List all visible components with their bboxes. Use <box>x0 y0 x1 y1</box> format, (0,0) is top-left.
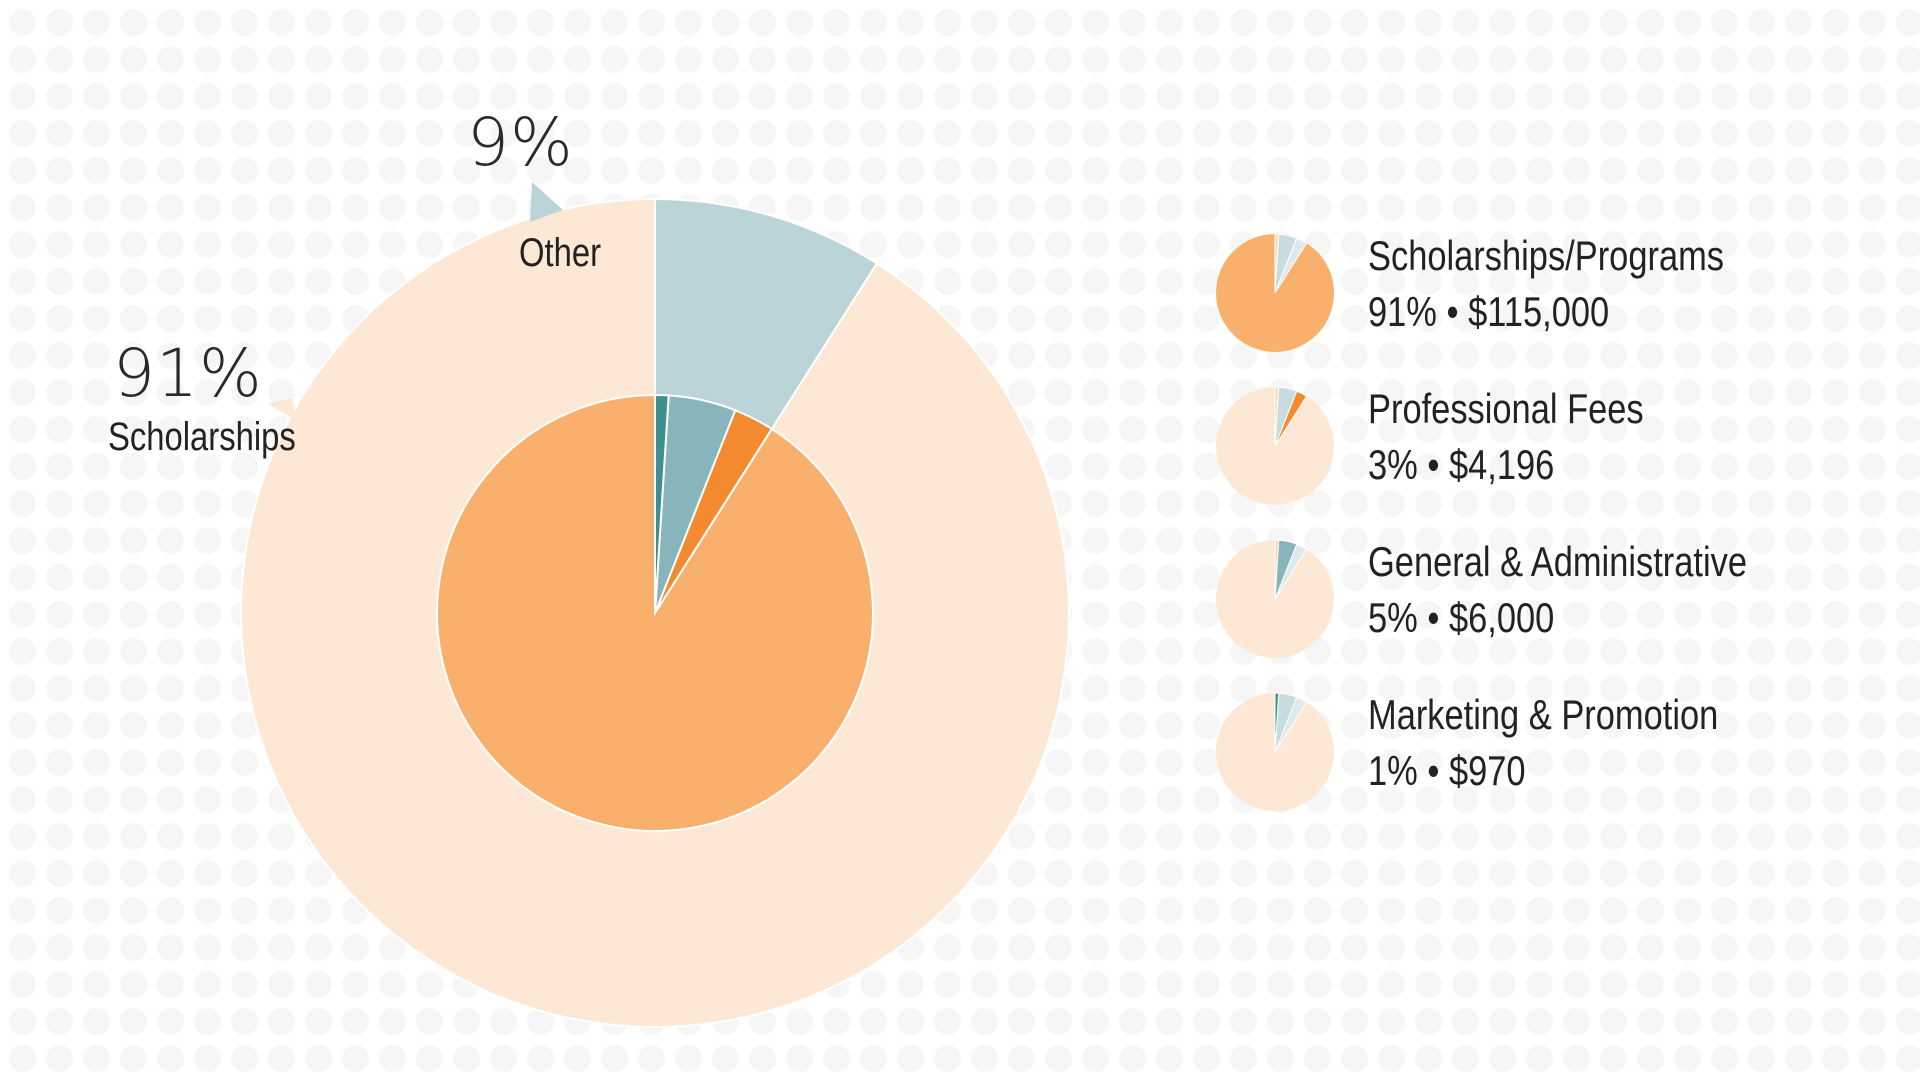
legend-pie-icon <box>1216 692 1334 811</box>
legend-pie-slice-marketing-promotion <box>1274 386 1280 447</box>
legend-item-marketing-promotion: Marketing & Promotion 1% • $970 <box>1210 687 1900 840</box>
legend-pie-slice-marketing-promotion <box>1274 539 1280 600</box>
inner-slice-marketing-promotion <box>654 393 670 614</box>
legend-item-value: 3% • $4,196 <box>1368 441 1555 488</box>
other-callout-arrow <box>530 182 563 222</box>
legend-item-name: Professional Fees <box>1368 385 1644 432</box>
legend-item-name: General & Administrative <box>1368 538 1748 585</box>
other-callout-label: Other <box>519 231 602 275</box>
legend-pie-icon <box>1216 539 1334 658</box>
legend-item-value: 1% • $970 <box>1368 747 1526 794</box>
legend: Scholarships/Programs 91% • $115,000 Pro… <box>1210 228 1900 840</box>
legend-pie-slice-marketing-promotion <box>1274 233 1280 294</box>
legend-pie-icon <box>1216 233 1334 352</box>
legend-item-value: 91% • $115,000 <box>1368 288 1610 335</box>
legend-pie-slice-marketing-promotion <box>1274 692 1280 753</box>
legend-item-scholarships-programs: Scholarships/Programs 91% • $115,000 <box>1210 228 1900 381</box>
other-percent-callout: 9% <box>467 104 574 181</box>
callout-arrows <box>268 182 563 420</box>
legend-item-professional-fees: Professional Fees 3% • $4,196 <box>1210 381 1900 534</box>
legend-item-name: Scholarships/Programs <box>1368 232 1725 279</box>
scholarships-callout-label: Scholarships <box>108 415 296 459</box>
legend-item-general-administrative: General & Administrative 5% • $6,000 <box>1210 534 1900 687</box>
scholarships-percent-callout: 91% <box>113 335 263 412</box>
legend-item-name: Marketing & Promotion <box>1368 691 1719 738</box>
legend-item-value: 5% • $6,000 <box>1368 594 1555 641</box>
inner-pie <box>435 393 874 832</box>
scholarships-callout-arrow <box>268 398 296 420</box>
legend-pie-icon <box>1216 386 1334 505</box>
